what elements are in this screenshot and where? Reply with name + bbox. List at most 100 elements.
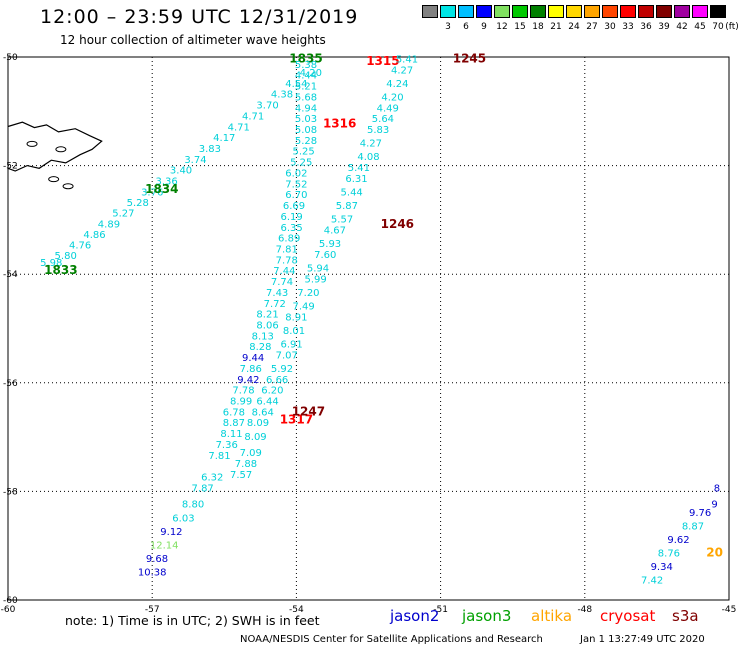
pass-time-label: 1317	[280, 413, 313, 427]
x-tick-label: -54	[289, 605, 304, 615]
swh-value: 8.13	[252, 331, 274, 342]
swh-value: 12.14	[150, 540, 179, 551]
coastline-falklands	[7, 121, 103, 172]
swh-value: 5.25	[292, 147, 314, 158]
colorbar-label: 27	[586, 22, 598, 32]
colorbar-swatch	[656, 5, 672, 18]
swh-value: 8.76	[658, 549, 680, 560]
swh-value: 8.87	[682, 521, 704, 532]
legend-altika: altika	[531, 607, 573, 625]
swh-value: 9.44	[242, 353, 264, 364]
swh-value: 5.28	[295, 136, 317, 147]
swh-value: 5.87	[336, 201, 358, 212]
swh-value: 5.80	[55, 251, 77, 262]
swh-value: 8.28	[249, 342, 271, 353]
swh-value: 4.89	[98, 220, 120, 231]
swh-value: 7.74	[271, 277, 293, 288]
x-tick-label: -48	[577, 605, 592, 615]
coastline-islet	[48, 176, 60, 183]
footer-note: note: 1) Time is in UTC; 2) SWH is in fe…	[65, 613, 320, 628]
swh-value: 3.74	[184, 155, 206, 166]
swh-value: 10.38	[138, 568, 167, 579]
swh-value: 4.86	[83, 230, 105, 241]
swh-value: 8.21	[256, 310, 278, 321]
colorbar-swatch	[530, 5, 546, 18]
swh-value: 4.54	[285, 79, 307, 90]
swh-value: 9.12	[160, 527, 182, 538]
colorbar-swatch	[566, 5, 582, 18]
colorbar-swatch	[710, 5, 726, 18]
swh-value: 8	[714, 483, 720, 494]
chart-subtitle: 12 hour collection of altimeter wave hei…	[60, 33, 326, 47]
chart-title: 12:00 – 23:59 UTC 12/31/2019	[40, 6, 359, 28]
swh-value: 3.40	[170, 166, 192, 177]
colorbar-label: 21	[550, 22, 562, 32]
coastline-islet	[55, 146, 67, 153]
swh-value: 8.64	[252, 407, 274, 418]
swh-value: 5.41	[348, 163, 370, 174]
colorbar-label: 24	[568, 22, 580, 32]
swh-value: 7.36	[216, 440, 238, 451]
colorbar-label: 36	[640, 22, 652, 32]
colorbar-swatch	[638, 5, 654, 18]
swh-value: 7.78	[276, 255, 298, 266]
swh-value: 9.34	[651, 562, 673, 573]
colorbar-swatch	[440, 5, 456, 18]
swh-value: 5.27	[112, 209, 134, 220]
swh-value: 4.20	[300, 68, 322, 79]
swh-value: 5.08	[295, 125, 317, 136]
swh-value: 5.25	[290, 158, 312, 169]
swh-value: 5.28	[127, 198, 149, 209]
swh-value: 4.44	[295, 71, 317, 82]
swh-value: 6.91	[280, 340, 302, 351]
swh-value: 5.68	[295, 92, 317, 103]
swh-value: 6.78	[223, 407, 245, 418]
colorbar-swatch	[692, 5, 708, 18]
swh-value: 8.06	[256, 321, 278, 332]
swh-value: 7.87	[192, 483, 214, 494]
swh-value: 4.94	[295, 103, 317, 114]
swh-value: 8.87	[223, 418, 245, 429]
swh-value: 7.57	[230, 470, 252, 481]
y-tick-label: -60	[3, 596, 18, 606]
swh-value: 9.68	[146, 554, 168, 565]
swh-value: 5.44	[341, 187, 363, 198]
swh-value: 6.44	[256, 397, 278, 408]
colorbar-label: 42	[676, 22, 688, 32]
plot-frame	[7, 56, 730, 601]
swh-value: 6.35	[280, 223, 302, 234]
swh-value: 9.62	[667, 535, 689, 546]
pass-time-label: 1833	[44, 263, 77, 277]
colorbar-unit: (ft)	[725, 22, 739, 32]
swh-value: 4.76	[69, 241, 91, 252]
swh-value: 7.43	[266, 288, 288, 299]
swh-value: 4.20	[381, 92, 403, 103]
swh-value: 7.88	[235, 459, 257, 470]
swh-value: 7.09	[240, 448, 262, 459]
swh-value: 7.78	[232, 386, 254, 397]
pass-time-label: 1245	[453, 51, 486, 65]
swh-value: 7.72	[264, 299, 286, 310]
swh-value: 5.93	[319, 239, 341, 250]
credit-text: NOAA/NESDIS Center for Satellite Applica…	[240, 634, 543, 645]
pass-time-label: 1316	[323, 117, 356, 131]
swh-value: 5.99	[304, 274, 326, 285]
swh-value: 5.03	[295, 114, 317, 125]
colorbar-label: 3	[445, 22, 451, 32]
swh-value: 7.60	[314, 250, 336, 261]
swh-value: 6.89	[278, 234, 300, 245]
colorbar-swatch	[458, 5, 474, 18]
swh-value: 8.11	[220, 429, 242, 440]
colorbar-label: 70	[712, 22, 724, 32]
swh-value: 4.38	[271, 90, 293, 101]
swh-value: 7.44	[273, 266, 295, 277]
pass-time-label: 20	[706, 546, 723, 560]
x-tick-label: -57	[145, 605, 160, 615]
swh-value: 7.81	[208, 451, 230, 462]
swh-value: 8.01	[283, 326, 305, 337]
swh-value: 7.07	[276, 350, 298, 361]
swh-value: 5.57	[331, 215, 353, 226]
swh-value: 5.21	[295, 82, 317, 93]
swh-value: 9	[711, 500, 717, 511]
